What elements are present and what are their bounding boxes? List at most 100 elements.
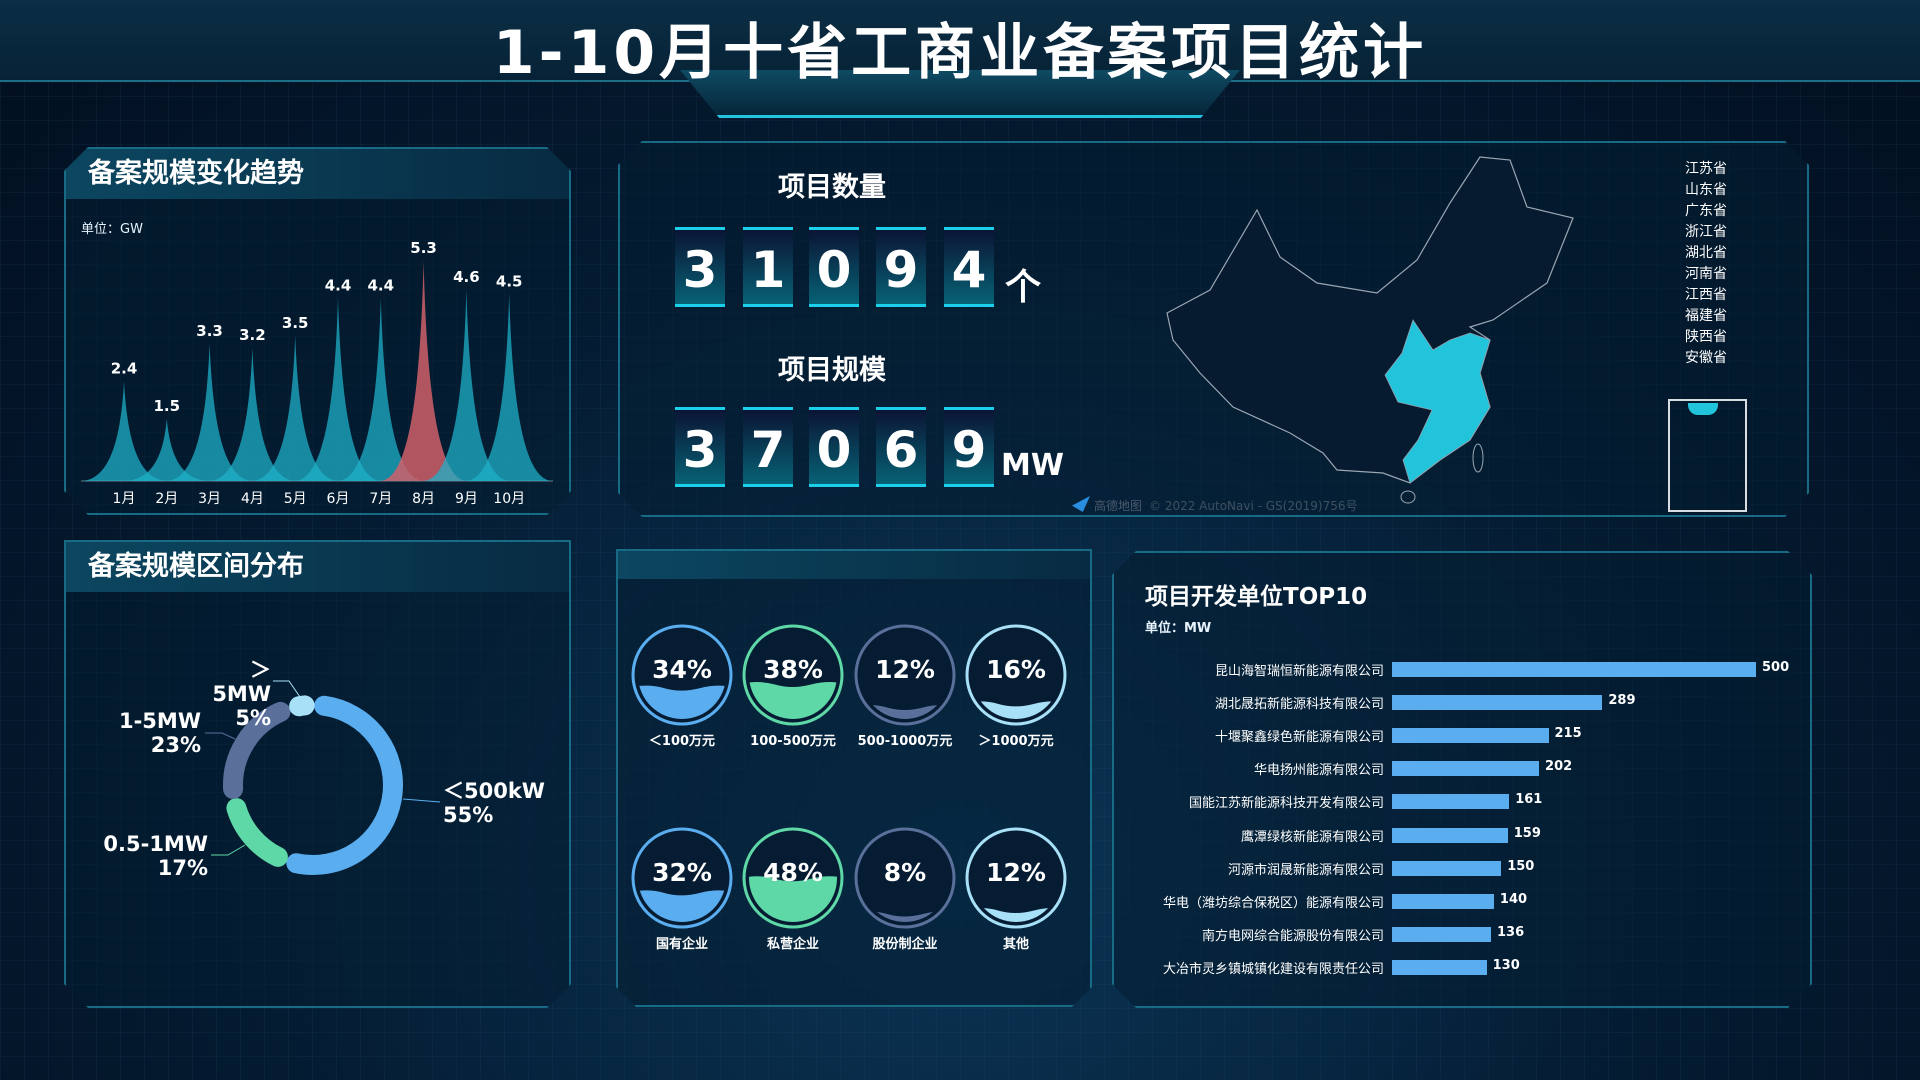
liquid-gauge [854, 827, 956, 929]
gauge-percent: 32% [652, 858, 712, 887]
donut-segment[interactable] [226, 798, 288, 867]
bar[interactable] [1392, 794, 1510, 810]
gauge-label: 国有企业 [655, 937, 708, 952]
digit-box: 0 [809, 407, 859, 487]
trend-panel: 备案规模变化趋势 [64, 147, 571, 515]
x-tick-label: 7月 [369, 491, 392, 507]
bar[interactable] [1392, 959, 1487, 975]
digit-box: 7 [743, 407, 793, 487]
map-taiwan [1472, 443, 1484, 473]
liquid-fill [972, 701, 1060, 719]
trend-peak-7月[interactable] [336, 298, 425, 481]
gauge-label: 500-1000万元 [857, 734, 953, 749]
donut-label-gt5mw: ＞5MW 5% [212, 658, 271, 730]
bar-value: 202 [1545, 759, 1573, 775]
donut-label-0.5-1mw: 0.5-1MW 17% [103, 832, 208, 880]
bar-value: 159 [1513, 825, 1541, 841]
map-legend-item[interactable]: 安徽省 [1685, 350, 1727, 366]
header-ornament [680, 70, 1240, 118]
bar[interactable] [1392, 860, 1502, 876]
bar-value: 136 [1497, 924, 1525, 940]
bar[interactable] [1392, 827, 1508, 843]
gauge-label: 私营企业 [766, 937, 819, 952]
digit-box: 6 [876, 407, 926, 487]
map-legend-item[interactable]: 江西省 [1685, 287, 1727, 303]
data-label: 4.5 [496, 272, 523, 290]
gauge-label: 股份制企业 [872, 937, 938, 952]
data-label: 3.5 [282, 314, 309, 332]
liquid-fill [638, 890, 726, 922]
trend-peak-6月[interactable] [294, 298, 382, 481]
map-legend-item[interactable]: 山东省 [1685, 182, 1727, 198]
distribution-heading: 备案规模区间分布 [66, 542, 569, 592]
data-label: 4.6 [453, 268, 480, 286]
bar[interactable] [1392, 728, 1549, 744]
trend-unit: 单位：GW [81, 222, 143, 237]
map-legend-item[interactable]: 陕西省 [1685, 329, 1727, 345]
distribution-donut [223, 695, 403, 875]
data-label: 3.2 [239, 326, 266, 344]
data-label: 4.4 [368, 276, 395, 294]
donut-segment[interactable] [286, 695, 403, 875]
bar[interactable] [1392, 695, 1603, 711]
bar-value: 140 [1499, 891, 1528, 907]
gauge-label: ＜100万元 [648, 734, 716, 749]
china-map[interactable] [1150, 140, 1590, 520]
digit-box: 9 [944, 407, 994, 487]
gauge-ring [854, 827, 956, 929]
map-hainan [1400, 490, 1416, 504]
bar-value: 161 [1515, 792, 1543, 808]
gauge-ring [965, 624, 1067, 726]
distribution-panel: 备案规模区间分布 [64, 540, 571, 1008]
trend-peak-9月[interactable] [422, 290, 511, 481]
trend-heading: 备案规模变化趋势 [66, 149, 569, 199]
trend-peak-2月[interactable] [122, 418, 211, 481]
trend-peak-4月[interactable] [208, 348, 297, 481]
map-legend-item[interactable]: 湖北省 [1685, 245, 1727, 261]
digit-box: 1 [743, 227, 793, 307]
company-name: 华电（潍坊综合保税区）能源有限公司 [1162, 895, 1384, 911]
gauge-percent: 8% [883, 858, 927, 887]
data-label: 3.3 [196, 322, 223, 340]
bar[interactable] [1392, 662, 1756, 677]
donut-segment[interactable] [289, 695, 315, 717]
donut-label-1-5mw: 1-5MW 23% [118, 709, 201, 757]
gauge-ring [854, 624, 956, 726]
bar[interactable] [1392, 893, 1494, 909]
x-tick-label: 1月 [113, 491, 136, 507]
trend-peak-1月[interactable] [80, 381, 168, 481]
map-legend-item[interactable]: 河南省 [1685, 266, 1727, 282]
x-tick-label: 6月 [327, 491, 350, 507]
trend-peak-3月[interactable] [165, 344, 254, 481]
x-tick-label: 4月 [241, 491, 264, 507]
gauge-label: ＞1000万元 [978, 734, 1054, 749]
bar[interactable] [1392, 761, 1540, 777]
gauge-percent: 12% [986, 858, 1046, 887]
liquid-gauge [965, 624, 1067, 726]
trend-peak-10月[interactable] [465, 294, 554, 481]
liquid-gauge [631, 624, 733, 726]
gauge-percent: 38% [763, 655, 823, 684]
digit-box: 3 [675, 227, 725, 307]
map-legend: 江苏省山东省广东省浙江省湖北省河南省江西省福建省陕西省安徽省 [1685, 159, 1727, 369]
map-legend-item[interactable]: 福建省 [1685, 308, 1727, 324]
trend-peak-5月[interactable] [251, 335, 340, 481]
donut-segment[interactable] [223, 701, 291, 799]
top10-unit: 单位：MW [1145, 621, 1212, 636]
map-legend-item[interactable]: 浙江省 [1685, 224, 1727, 240]
gauge-percent: 34% [652, 655, 712, 684]
map-legend-item[interactable]: 广东省 [1685, 203, 1727, 219]
gauge-ring [965, 827, 1067, 929]
bar-value: 130 [1492, 957, 1520, 973]
trend-peak-8月[interactable] [379, 261, 468, 481]
digit-box: 4 [944, 227, 994, 307]
count-label: 项目数量 [778, 172, 886, 203]
liquid-gauge [742, 827, 844, 929]
map-highlight-region [1384, 319, 1491, 484]
map-legend-item[interactable]: 江苏省 [1685, 161, 1727, 177]
company-name: 十堰聚鑫绿色新能源有限公司 [1214, 730, 1384, 746]
bar[interactable] [1392, 926, 1491, 942]
data-label: 1.5 [154, 397, 181, 415]
map-inset-south-sea [1668, 399, 1747, 512]
liquid-gauge [965, 827, 1067, 929]
